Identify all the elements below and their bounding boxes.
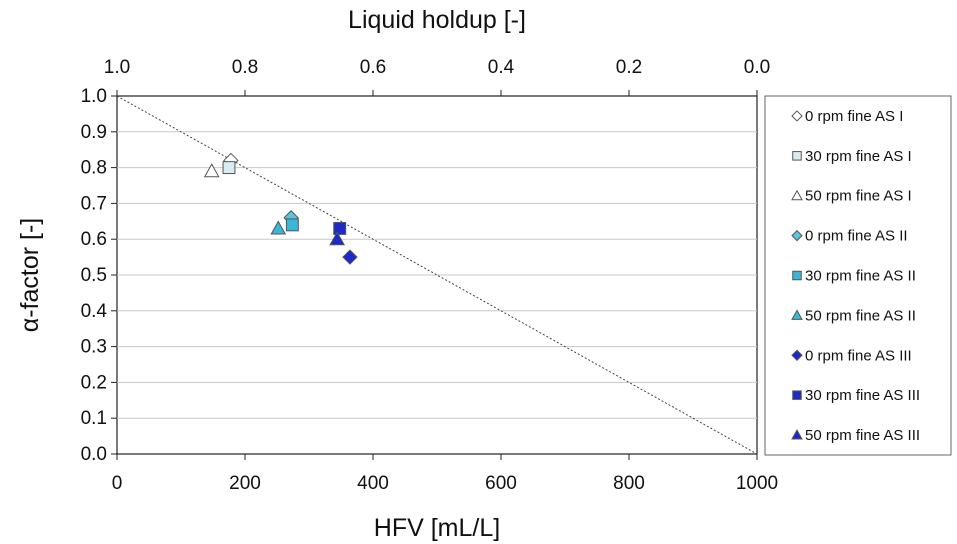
x2-tick-label: 1.0 — [104, 57, 130, 78]
x2-tick-label: 0.6 — [360, 57, 386, 78]
legend-label: 0 rpm fine AS I — [805, 108, 903, 125]
legend-marker — [792, 270, 802, 281]
x-tick-label: 400 — [357, 473, 389, 494]
legend-marker — [791, 229, 803, 242]
legend-label: 0 rpm fine AS III — [805, 347, 912, 364]
y-axis-ticks: 0.0 0.1 0.2 0.3 0.4 0.5 0.6 0.7 0.8 0.9 1.0 — [81, 86, 117, 465]
x2-tick-label: 0.8 — [232, 57, 258, 78]
y-tick-label: 0.2 — [81, 372, 107, 393]
legend-label: 30 rpm fine AS II — [805, 268, 916, 285]
legend-label: 30 rpm fine AS I — [805, 148, 912, 165]
y-tick-label: 0.0 — [81, 444, 107, 465]
x-tick-label: 600 — [485, 473, 517, 494]
x-tick-label: 200 — [229, 473, 261, 494]
x2-tick-label: 0.0 — [744, 57, 770, 78]
data-points — [203, 152, 358, 265]
y-axis-title: α-factor [-] — [16, 218, 44, 332]
x2-axis-title: Liquid holdup [-] — [348, 6, 526, 34]
y-tick-label: 0.3 — [81, 337, 107, 358]
legend-marker — [791, 309, 803, 320]
legend-marker — [791, 429, 803, 440]
x2-tick-label: 0.2 — [616, 57, 642, 78]
y-tick-label: 0.5 — [81, 265, 107, 286]
y-tick-label: 0.8 — [81, 158, 107, 179]
y-tick-label: 0.1 — [81, 408, 107, 429]
legend-marker — [792, 151, 802, 161]
y-tick-label: 1.0 — [81, 86, 107, 107]
data-point — [285, 218, 299, 232]
legend-label: 50 rpm fine AS III — [805, 427, 920, 444]
y-tick-label: 0.6 — [81, 229, 107, 250]
legend-label: 50 rpm fine AS I — [805, 188, 912, 205]
data-point — [329, 231, 346, 246]
x2-tick-label: 0.4 — [488, 57, 515, 78]
y-tick-label: 0.7 — [81, 193, 107, 214]
data-point — [203, 163, 220, 178]
legend-label: 30 rpm fine AS III — [805, 387, 920, 404]
data-point — [270, 220, 287, 235]
x-tick-label: 800 — [613, 473, 645, 494]
legend-marker — [791, 349, 803, 361]
x-axis-ticks: 0 200 400 600 800 1000 — [112, 454, 778, 494]
y-tick-label: 0.9 — [81, 122, 107, 143]
legend-marker — [791, 110, 803, 122]
legend-label: 0 rpm fine AS II — [805, 228, 908, 245]
x-tick-label: 0 — [112, 473, 123, 494]
legend-label: 50 rpm fine AS II — [805, 307, 916, 324]
data-point — [222, 161, 236, 175]
data-point — [333, 222, 347, 235]
x-tick-label: 1000 — [736, 473, 778, 494]
data-point — [342, 249, 358, 265]
legend-marker — [791, 189, 803, 201]
x2-axis-ticks: 1.0 0.8 0.6 0.4 0.2 0.0 — [104, 57, 770, 96]
x-axis-title: HFV [mL/L] — [374, 514, 500, 542]
legend-items: 0 rpm fine AS I 30 rpm fine AS I 50 rpm fi… — [791, 108, 920, 444]
y-tick-label: 0.4 — [81, 301, 108, 322]
legend-marker — [792, 390, 802, 400]
